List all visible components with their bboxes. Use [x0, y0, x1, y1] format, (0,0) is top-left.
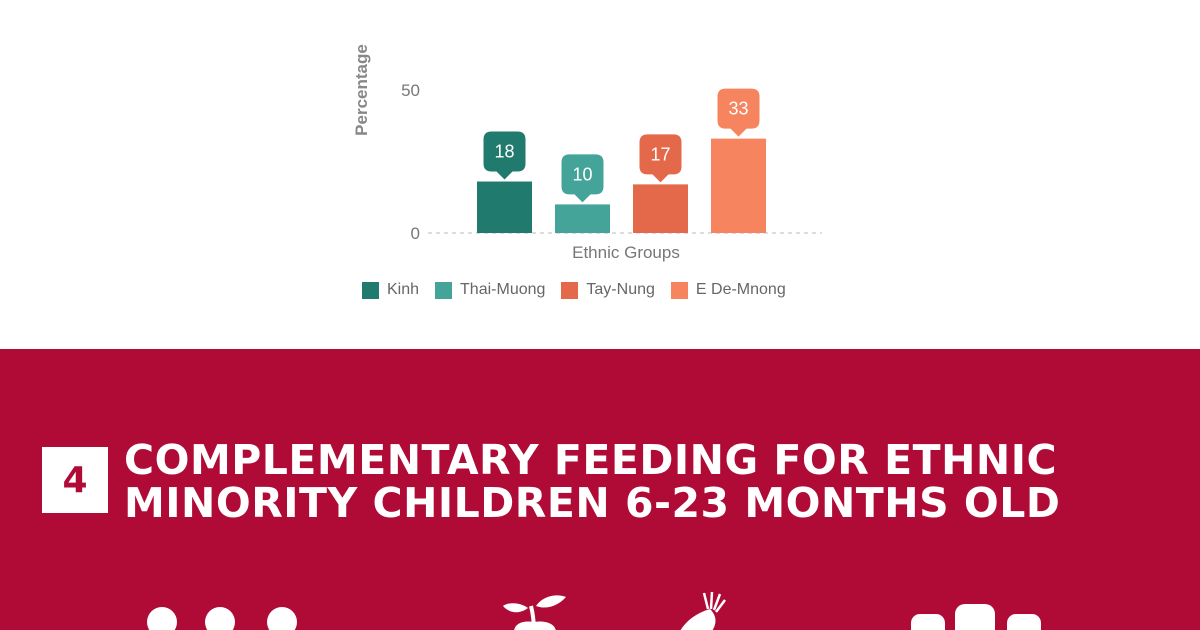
section-title-line-1: COMPLEMENTARY FEEDING FOR ETHNIC — [124, 436, 1058, 484]
bottles-icon — [911, 604, 1041, 630]
legend-swatch — [561, 281, 579, 299]
chart-area: Percentage 50 0 18 10 17 33 Ethnic Groups K… — [352, 44, 822, 300]
legend: Kinh Thai-Muong Tay-Nung E De-Mnong — [362, 280, 802, 300]
data-label-kinh: 18 — [494, 142, 514, 162]
bar-chart: Percentage 50 0 18 10 17 33 Ethnic Groups — [352, 44, 822, 262]
y-tick-0: 0 — [411, 224, 420, 243]
section-banner: 4 COMPLEMENTARY FEEDING FOR ETHNIC MINOR… — [0, 349, 1200, 630]
legend-swatch — [362, 281, 379, 299]
legend-label: Kinh — [387, 281, 420, 298]
legend-swatch — [670, 281, 688, 299]
data-label-bubble-tay-nung — [639, 134, 682, 183]
legend-label: Tay-Nung — [586, 281, 655, 298]
data-label-thai-muong: 10 — [572, 164, 592, 184]
bar-tay-nung[interactable] — [633, 184, 688, 233]
data-label-bubble-kinh — [483, 131, 526, 180]
data-label-bubble-thai-muong — [561, 154, 604, 203]
data-label-e-de-mnong: 33 — [728, 99, 748, 119]
legend-item-kinh[interactable]: Kinh — [362, 280, 419, 300]
section-title: COMPLEMENTARY FEEDING FOR ETHNIC MINORIT… — [124, 439, 1184, 525]
y-tick-50: 50 — [401, 81, 420, 100]
legend-item-e-de-mnong[interactable]: E De-Mnong — [670, 280, 786, 300]
section-number-badge: 4 — [42, 447, 108, 513]
legend-item-tay-nung[interactable]: Tay-Nung — [561, 280, 655, 300]
bar-kinh[interactable] — [477, 181, 532, 233]
apple-icon — [503, 595, 566, 630]
legend-label: Thai-Muong — [460, 281, 546, 298]
y-axis-title: Percentage — [352, 44, 371, 136]
bar-thai-muong[interactable] — [555, 204, 610, 233]
bar-e-de-mnong[interactable] — [711, 138, 766, 233]
bars-group: 18 10 17 33 — [477, 88, 766, 233]
legend-item-thai-muong[interactable]: Thai-Muong — [435, 280, 545, 300]
legend-label: E De-Mnong — [695, 281, 786, 298]
section-title-line-2: MINORITY CHILDREN 6-23 MONTHS OLD — [124, 479, 1061, 527]
section-number: 4 — [62, 459, 88, 501]
legend-swatch — [435, 281, 453, 299]
data-label-bubble-e-de-mnong — [717, 88, 760, 137]
data-label-tay-nung: 17 — [650, 144, 670, 164]
vegetable-icon — [680, 591, 726, 630]
x-axis-title: Ethnic Groups — [572, 243, 680, 262]
people-icon — [147, 607, 297, 630]
